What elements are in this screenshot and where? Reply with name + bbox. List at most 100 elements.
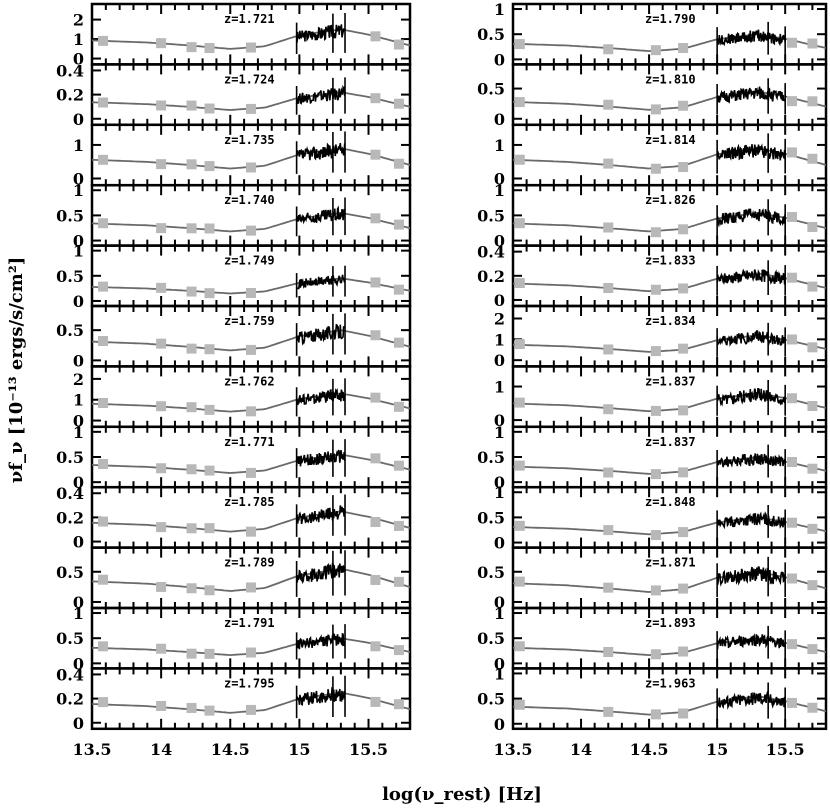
photometry-point — [370, 31, 381, 42]
photometry-point — [603, 99, 614, 110]
redshift-label: z=1.963 — [645, 676, 696, 690]
panel: 0 0.5 1 z=1.893 — [477, 604, 828, 673]
photometry-point — [98, 398, 109, 409]
x-tick-label: 15 — [706, 740, 728, 759]
photometry-point — [650, 405, 661, 416]
photometry-point — [156, 581, 167, 592]
y-tick-label: 0.5 — [56, 448, 84, 467]
photometry-point — [186, 223, 197, 234]
photometry-point — [186, 42, 197, 53]
y-tick-label: 0.5 — [477, 629, 505, 648]
redshift-label: z=1.848 — [645, 495, 696, 509]
photometry-point — [786, 573, 797, 584]
y-tick-label: 1 — [494, 136, 505, 155]
y-tick-label: 0 — [73, 654, 84, 673]
photometry-point — [186, 648, 197, 659]
photometry-point — [807, 342, 818, 353]
photometry-point — [156, 159, 167, 170]
photometry-point — [603, 222, 614, 233]
optical-spectrum — [295, 24, 346, 44]
photometry-point — [678, 467, 689, 478]
panel: 0 0.5 1 z=1.740 — [56, 181, 412, 251]
optical-spectrum — [295, 449, 346, 467]
photometry-point — [786, 517, 797, 528]
photometry-point — [186, 583, 197, 594]
redshift-label: z=1.759 — [224, 314, 275, 328]
photometry-point — [603, 158, 614, 169]
y-tick-label: 1 — [73, 136, 84, 155]
panel: 0 0.2 0.4 z=1.833 — [477, 243, 828, 310]
photometry-point — [807, 644, 818, 655]
redshift-label: z=1.785 — [224, 495, 275, 509]
redshift-label: z=1.789 — [224, 556, 275, 570]
photometry-point — [650, 585, 661, 596]
panel-plot-area — [92, 675, 410, 719]
photometry-point — [186, 702, 197, 713]
photometry-point — [514, 154, 525, 165]
photometry-point — [514, 278, 525, 289]
photometry-point — [786, 393, 797, 404]
photometry-point — [514, 576, 525, 587]
photometry-point — [393, 576, 404, 587]
y-tick-label: 0.5 — [56, 563, 84, 582]
redshift-label: z=1.771 — [224, 435, 275, 449]
photometry-point — [678, 583, 689, 594]
photometry-point — [678, 43, 689, 54]
photometry-point — [204, 223, 215, 234]
y-tick-label: 0.5 — [56, 321, 84, 340]
x-tick-label: 13.5 — [494, 740, 533, 759]
photometry-point — [807, 38, 818, 49]
panel-plot-area — [92, 494, 410, 537]
photometry-point — [393, 284, 404, 295]
photometry-point — [186, 464, 197, 475]
photometry-point — [650, 284, 661, 295]
photometry-point — [156, 643, 167, 654]
y-tick-label: 0 — [73, 110, 84, 129]
photometry-point — [204, 648, 215, 659]
panel-plot-area — [92, 624, 410, 660]
optical-spectrum — [716, 690, 786, 710]
photometry-point — [650, 227, 661, 238]
photometry-point — [246, 287, 256, 298]
photometry-point — [678, 708, 689, 719]
photometry-point — [246, 406, 256, 417]
y-tick-label: 0.5 — [477, 690, 505, 709]
photometry-point — [370, 392, 381, 403]
y-tick-label: 0.5 — [477, 448, 505, 467]
optical-spectrum — [296, 142, 346, 161]
y-tick-label: 0.2 — [477, 267, 505, 286]
photometry-point — [204, 43, 215, 54]
panel: 0 1 z=1.735 — [73, 123, 412, 188]
optical-spectrum — [716, 268, 786, 285]
photometry-point — [98, 459, 109, 470]
photometry-point — [204, 705, 215, 716]
y-tick-label: 0.5 — [56, 629, 84, 648]
optical-spectrum — [716, 329, 786, 347]
panel-plot-area — [513, 505, 826, 541]
y-tick-label: 1 — [73, 604, 84, 623]
photometry-point — [204, 288, 215, 299]
redshift-label: z=1.837 — [645, 435, 696, 449]
panel: 0 0.5 1 z=1.771 — [56, 423, 412, 492]
panel: 0 0.5 1 z=1.826 — [477, 181, 828, 251]
panel: 0 1 z=1.814 — [494, 123, 828, 188]
panel: 012 z=1.721 — [73, 2, 412, 69]
panel: 0 0.2 0.4 z=1.795 — [56, 665, 412, 733]
photometry-point — [156, 223, 167, 234]
photometry-point — [393, 219, 404, 230]
photometry-point — [246, 526, 256, 537]
photometry-point — [786, 272, 797, 283]
photometry-point — [246, 162, 256, 173]
photometry-point — [603, 582, 614, 593]
photometry-point — [98, 218, 109, 229]
redshift-label: z=1.749 — [224, 254, 275, 268]
photometry-point — [807, 523, 818, 534]
photometry-point — [786, 456, 797, 467]
panel: 0 0.5 1 z=1.837 — [477, 423, 828, 492]
y-tick-label: 0.5 — [477, 80, 505, 99]
y-tick-label: 0 — [494, 473, 505, 492]
photometry-point — [678, 224, 689, 235]
photometry-point — [514, 39, 525, 50]
optical-spectrum — [295, 632, 346, 650]
